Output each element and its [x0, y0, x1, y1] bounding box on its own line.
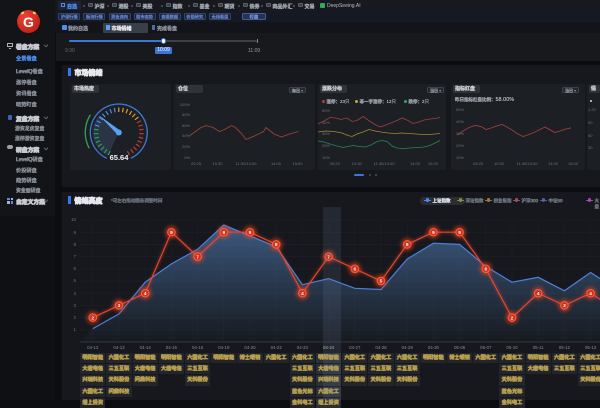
svg-text:8: 8	[406, 242, 409, 248]
svg-text:5: 5	[380, 279, 383, 285]
svg-text:3: 3	[563, 303, 566, 309]
svg-text:4: 4	[589, 291, 592, 297]
svg-text:6: 6	[484, 267, 487, 273]
svg-text:4: 4	[301, 291, 304, 297]
svg-text:4: 4	[537, 291, 540, 297]
svg-text:9: 9	[170, 230, 173, 236]
svg-text:9: 9	[458, 230, 461, 236]
svg-text:7: 7	[196, 254, 199, 260]
svg-text:3: 3	[118, 303, 121, 309]
svg-text:2: 2	[511, 315, 514, 321]
svg-text:9: 9	[432, 230, 435, 236]
svg-text:9: 9	[222, 230, 225, 236]
svg-text:2: 2	[91, 315, 94, 321]
svg-text:8: 8	[275, 242, 278, 248]
svg-text:9: 9	[249, 230, 252, 236]
svg-text:6: 6	[353, 267, 356, 273]
svg-text:4: 4	[144, 291, 147, 297]
